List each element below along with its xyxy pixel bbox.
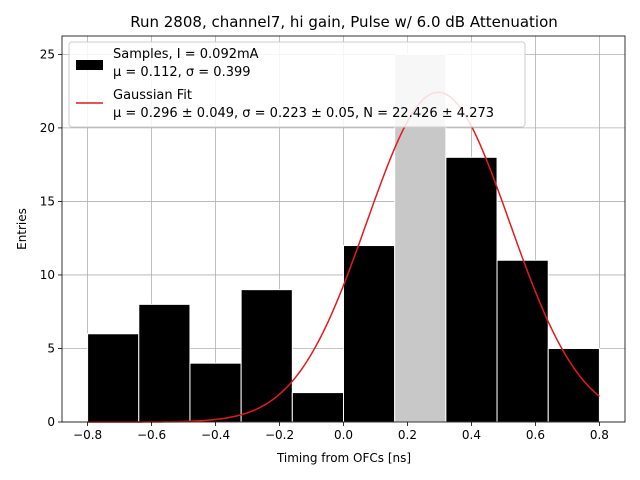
x-tick-label: −0.4 (201, 428, 230, 442)
histogram-bar (547, 347, 600, 423)
x-tick-label: 0.8 (590, 428, 609, 442)
legend-box (68, 41, 526, 128)
x-tick-label: −0.2 (265, 428, 294, 442)
x-tick-label: 0.4 (462, 428, 481, 442)
y-tick-label: 10 (40, 268, 55, 282)
histogram-bar (87, 333, 140, 423)
legend-fit-label: Gaussian Fit (113, 88, 192, 103)
legend: Samples, I = 0.092mA μ = 0.112, σ = 0.39… (68, 41, 526, 128)
histogram-bars (87, 53, 600, 423)
histogram-bar (445, 156, 498, 423)
y-tick-label: 0 (47, 415, 55, 429)
legend-fit-stats: μ = 0.296 ± 0.049, σ = 0.223 ± 0.05, N =… (113, 106, 494, 121)
histogram-bar (138, 303, 191, 423)
x-tick-label: −0.8 (73, 428, 102, 442)
y-tick-label: 20 (40, 121, 55, 135)
y-tick-label: 25 (40, 47, 55, 61)
histogram-bar (496, 259, 549, 423)
legend-samples-patch (76, 60, 103, 70)
x-tick-label: 0.2 (398, 428, 417, 442)
x-tick-label: 0.0 (334, 428, 353, 442)
chart-title: Run 2808, channel7, hi gain, Pulse w/ 6.… (130, 13, 558, 31)
y-tick-label: 15 (40, 194, 55, 208)
histogram-bar (343, 245, 396, 423)
x-tick-label: −0.6 (137, 428, 166, 442)
x-axis-ticks: −0.8 −0.6 −0.4 −0.2 0.0 0.2 0.4 0.6 0.8 (73, 422, 609, 442)
histogram-bar (291, 392, 344, 423)
histogram-bar (189, 362, 242, 423)
y-tick-label: 5 (47, 341, 55, 355)
legend-samples-label: Samples, I = 0.092mA (113, 47, 259, 62)
y-axis-label: Entries (15, 208, 29, 250)
x-tick-label: 0.6 (526, 428, 545, 442)
x-axis-label: Timing from OFCs [ns] (276, 451, 411, 465)
legend-samples-stats: μ = 0.112, σ = 0.399 (113, 65, 251, 80)
y-axis-ticks: 0 5 10 15 20 25 (40, 47, 62, 429)
histogram-bar (240, 289, 293, 423)
